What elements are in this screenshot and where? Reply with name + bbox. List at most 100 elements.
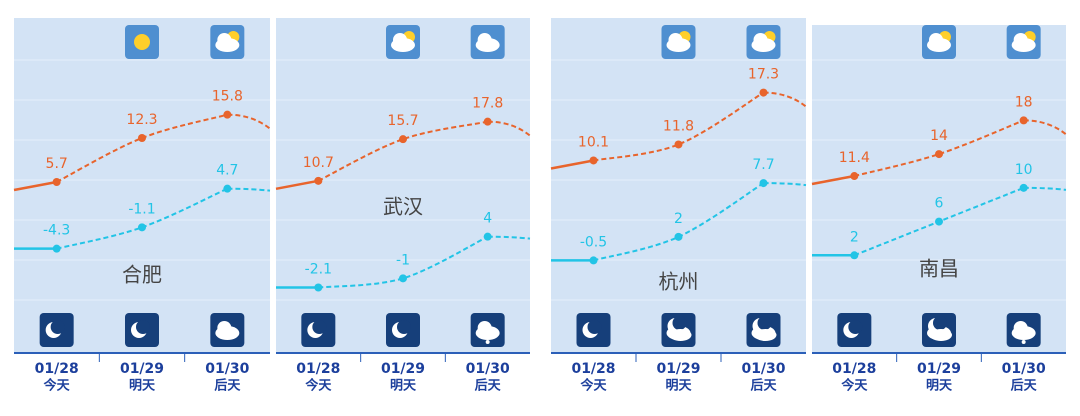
temperature-label: 17.3	[748, 67, 779, 83]
temperature-point	[52, 178, 61, 186]
day-label: 后天	[1011, 378, 1038, 394]
line-tail	[227, 187, 271, 192]
temperature-label: 7.7	[752, 157, 774, 173]
temperature-label: 4	[483, 211, 492, 227]
date-label: 01/28	[35, 361, 79, 377]
icon-cloud	[669, 329, 692, 341]
line-lead	[275, 179, 319, 191]
day-label: 后天	[475, 378, 502, 394]
temperature-label: 15.8	[212, 89, 243, 105]
icon-cloud	[217, 33, 232, 47]
temperature-label: 2	[674, 211, 683, 227]
temperature-label: 18	[1015, 94, 1033, 110]
icon-cloud	[930, 329, 952, 341]
line-tail	[487, 120, 531, 137]
temperature-point	[1019, 116, 1028, 125]
temperature-point	[850, 172, 859, 181]
icon-moon-cut	[312, 320, 327, 334]
temperature-point	[1019, 183, 1028, 192]
temperature-point	[223, 110, 232, 119]
temperature-label: 10.1	[578, 134, 609, 150]
icon-moon-cut	[136, 320, 150, 334]
temperature-label: 10	[1015, 162, 1033, 178]
temperature-label: 11.8	[663, 118, 694, 134]
date-label: 01/29	[381, 361, 425, 377]
temperature-point	[314, 283, 323, 292]
date-label: 01/28	[571, 361, 615, 377]
icon-moon-cut	[933, 316, 947, 330]
temperature-line	[593, 91, 765, 162]
icon-cloud	[753, 33, 768, 47]
icon-moon-cut	[848, 320, 863, 334]
icon-moon-cut	[757, 316, 772, 330]
city-name: 杭州	[659, 270, 699, 294]
city-name: 武汉	[383, 195, 423, 219]
icon-cloud	[477, 321, 492, 335]
temperature-label: 17.8	[472, 96, 503, 112]
temperature-line	[854, 119, 1025, 177]
icon-drop	[485, 340, 490, 344]
temperature-label: 15.7	[387, 113, 418, 129]
line-tail	[1023, 119, 1067, 136]
temperature-label: 2	[850, 229, 859, 245]
date-label: 01/30	[1002, 361, 1046, 377]
day-label: 明天	[390, 379, 417, 394]
temperature-point	[759, 179, 768, 188]
date-label: 01/28	[296, 361, 340, 377]
icon-cloud	[393, 33, 407, 47]
plot-background	[14, 18, 270, 352]
line-tail	[487, 235, 531, 240]
icon-cloud	[1013, 321, 1028, 335]
icon-moon-cut	[397, 320, 411, 334]
temperature-label: 10.7	[303, 155, 334, 171]
icon-cloud	[929, 33, 943, 47]
temperature-point	[935, 150, 943, 159]
day-label: 明天	[665, 379, 692, 394]
icon-cloud	[477, 33, 492, 47]
temperature-line	[318, 235, 489, 289]
day-label: 今天	[43, 378, 71, 394]
date-label: 01/30	[205, 361, 249, 377]
line-lead	[811, 174, 855, 186]
temperature-label: 11.4	[839, 150, 870, 166]
icon-drop	[1021, 340, 1026, 344]
temperature-point	[223, 184, 232, 193]
temperature-point	[589, 156, 598, 165]
temperature-label: 4.7	[216, 163, 238, 179]
city-name: 南昌	[919, 257, 959, 281]
temperature-point	[52, 244, 61, 253]
temperature-point	[935, 217, 943, 226]
line-tail	[227, 113, 271, 130]
temperature-label: 6	[935, 196, 944, 212]
temperature-point	[850, 251, 859, 260]
temperature-point	[399, 135, 407, 144]
temperature-point	[399, 274, 407, 283]
icon-sun	[134, 34, 150, 50]
day-label: 明天	[926, 379, 953, 394]
day-label: 今天	[840, 378, 868, 394]
date-label: 01/30	[741, 361, 785, 377]
temperature-point	[314, 176, 323, 185]
date-label: 01/30	[466, 361, 510, 377]
icon-moon-cut	[50, 320, 65, 334]
icon-cloud	[668, 33, 683, 47]
date-label: 01/29	[656, 361, 700, 377]
day-label: 今天	[579, 378, 607, 394]
temperature-label: -1	[396, 252, 410, 268]
temperature-label: -4.3	[43, 223, 70, 239]
date-label: 01/29	[120, 361, 164, 377]
temperature-label: -1.1	[128, 201, 155, 217]
temperature-label: 14	[930, 128, 948, 144]
day-label: 后天	[750, 378, 777, 394]
plot-background	[276, 18, 530, 352]
icon-cloud	[1013, 33, 1028, 47]
icon-cloud	[217, 321, 232, 335]
city-name: 合肥	[122, 263, 162, 287]
temperature-label: -2.1	[305, 262, 332, 278]
temperature-point	[483, 117, 492, 126]
